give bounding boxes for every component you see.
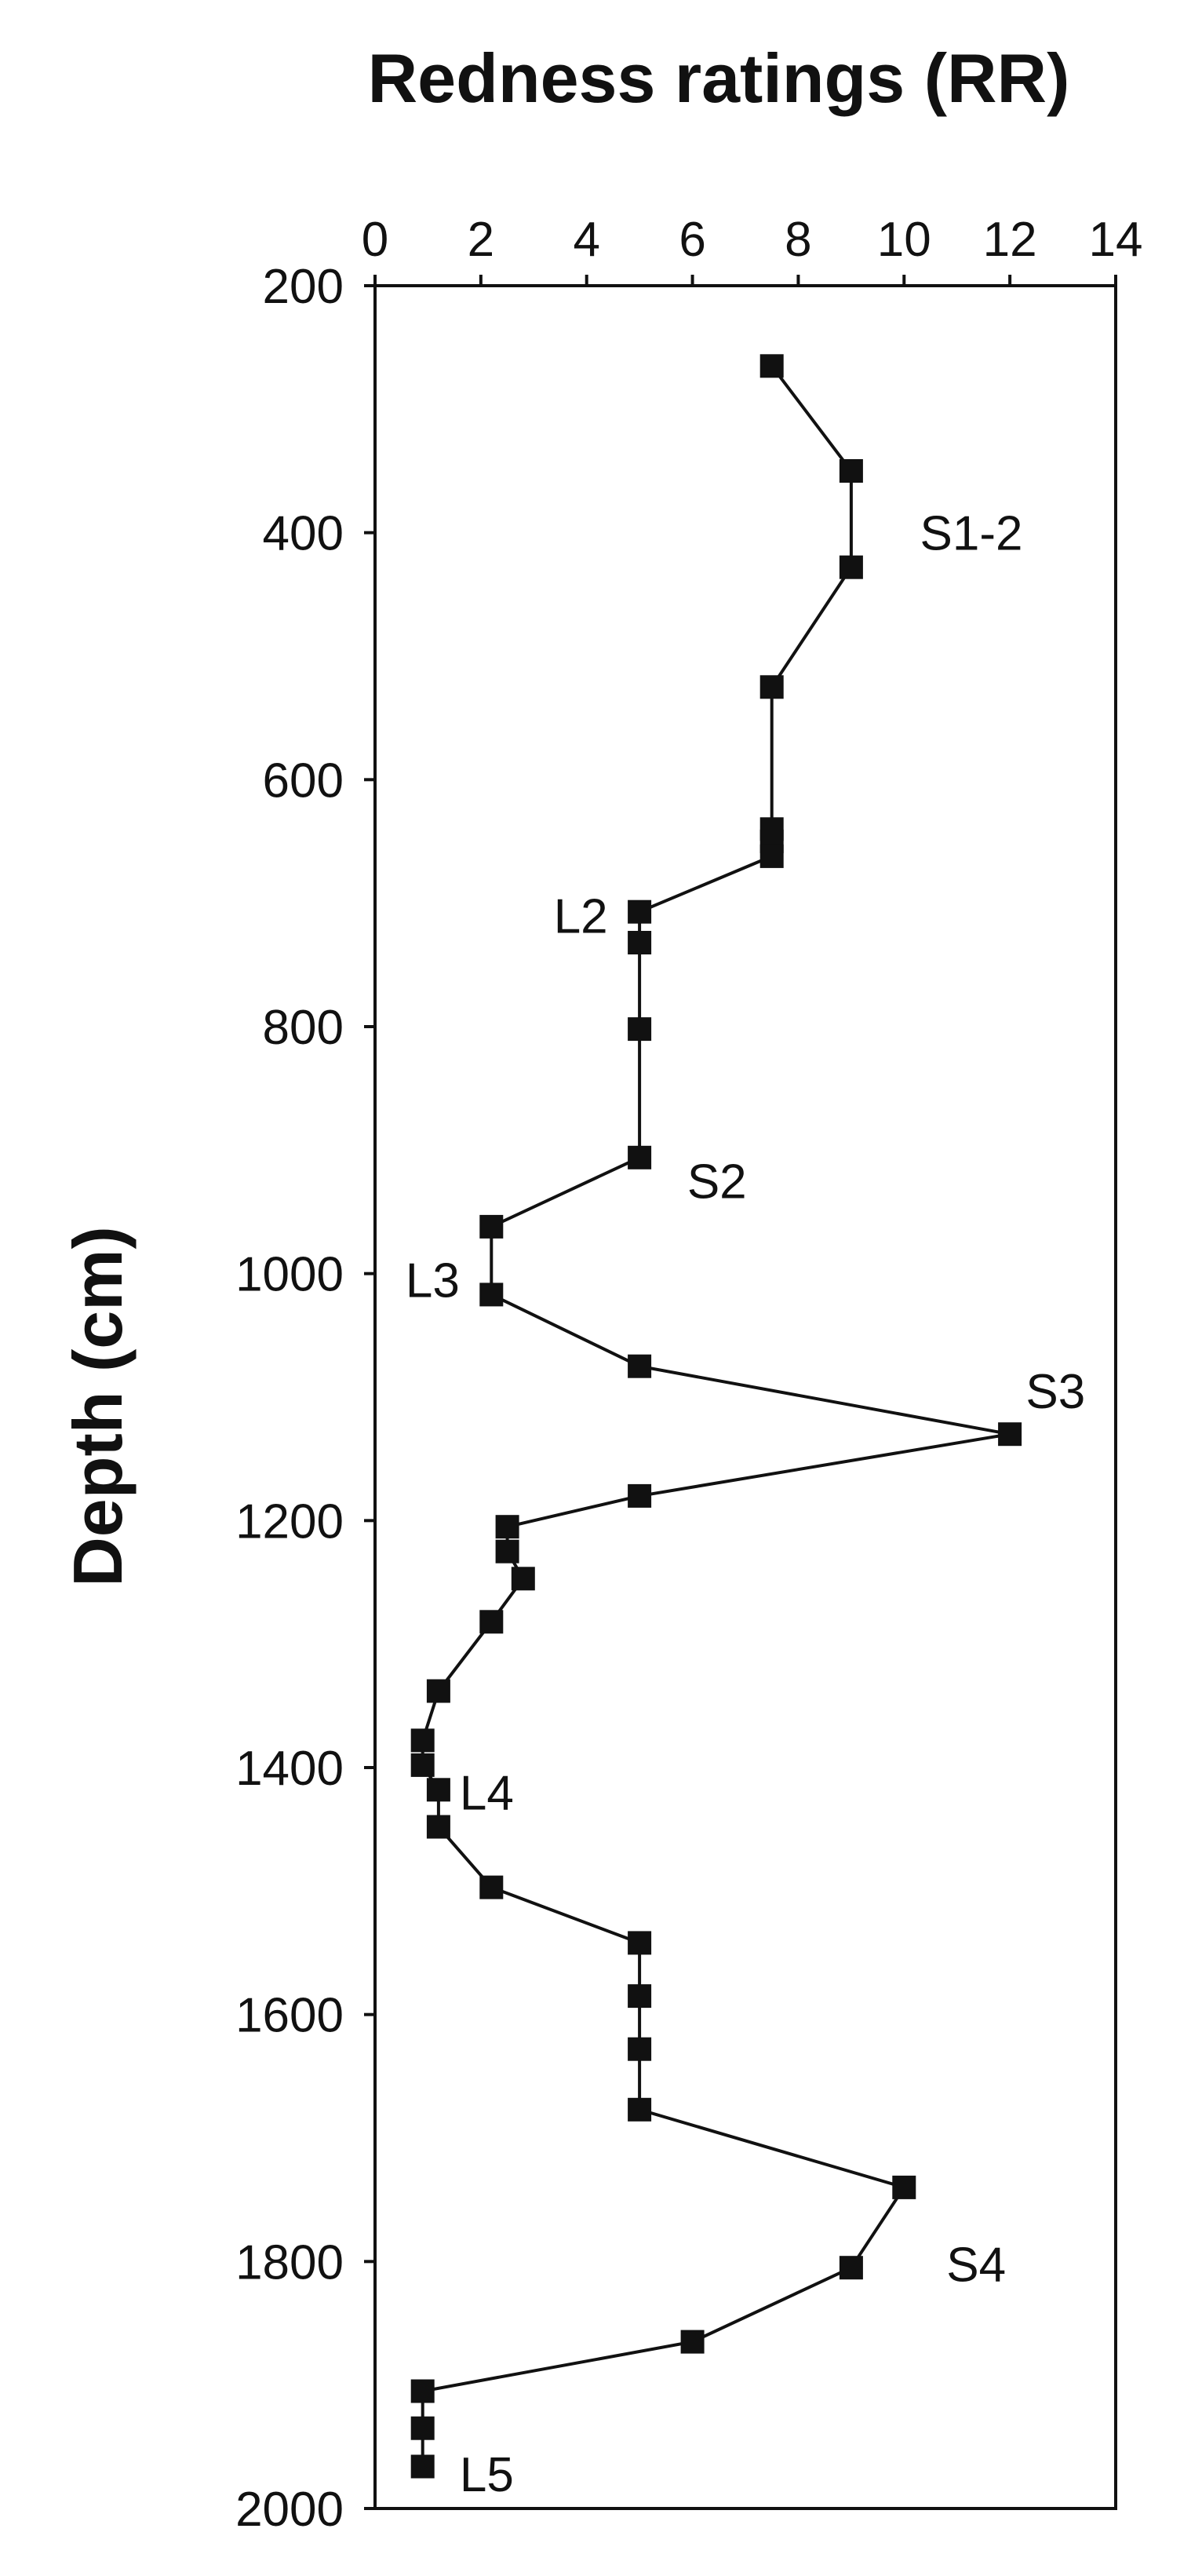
data-point-marker — [839, 459, 863, 483]
data-point-marker — [410, 2454, 435, 2479]
data-point-marker — [759, 675, 784, 699]
annotation-label: L4 — [460, 1766, 514, 1820]
annotation-label: L2 — [554, 889, 608, 943]
y-tick-label: 1400 — [235, 1742, 344, 1796]
data-point-marker — [628, 1017, 652, 1042]
data-point-marker — [479, 1610, 504, 1634]
x-tick-label: 10 — [877, 213, 931, 267]
annotation-label: S4 — [946, 2238, 1006, 2292]
annotation-label: L5 — [460, 2448, 514, 2502]
data-point-marker — [628, 1145, 652, 1169]
data-point-marker — [495, 1539, 519, 1563]
annotation-label: L3 — [406, 1254, 460, 1308]
data-point-marker — [839, 2256, 863, 2280]
data-point-marker — [998, 1422, 1022, 1447]
annotation-label: S1-2 — [920, 507, 1023, 561]
data-point-marker — [479, 1214, 504, 1239]
data-point-marker — [680, 2330, 705, 2354]
y-tick-label: 1800 — [235, 2235, 344, 2290]
y-tick-label: 200 — [263, 260, 344, 314]
x-tick-label: 2 — [468, 213, 494, 267]
x-tick-label: 14 — [1089, 213, 1143, 267]
y-tick-label: 2000 — [235, 2483, 344, 2537]
data-point-marker — [628, 1984, 652, 2009]
data-point-marker — [628, 899, 652, 924]
y-tick-label: 1200 — [235, 1494, 344, 1549]
data-point-marker — [410, 2416, 435, 2440]
data-point-marker — [759, 354, 784, 378]
data-point-marker — [426, 1778, 450, 1802]
data-point-marker — [628, 1931, 652, 1955]
data-point-marker — [410, 1753, 435, 1777]
x-tick-label: 0 — [362, 213, 388, 267]
plot-frame — [373, 284, 1117, 2510]
data-point-marker — [479, 1875, 504, 1899]
data-point-marker — [426, 1815, 450, 1839]
y-tick-label: 1600 — [235, 1989, 344, 2043]
data-point-marker — [628, 931, 652, 954]
x-tick-label: 8 — [785, 213, 811, 267]
data-point-marker — [628, 2097, 652, 2122]
data-series — [410, 354, 1022, 2479]
annotation-label: S2 — [687, 1155, 747, 1210]
data-point-marker — [759, 844, 784, 868]
data-point-marker — [628, 1483, 652, 1508]
annotations: S1-2 L2 S2 L3 S3 L4 S4 L5 — [406, 507, 1085, 2502]
data-point-marker — [628, 1354, 652, 1378]
data-point-marker — [628, 2037, 652, 2061]
y-tick-label: 800 — [263, 1001, 344, 1055]
annotation-label: S3 — [1025, 1365, 1085, 1419]
x-tick-label: 12 — [983, 213, 1037, 267]
data-point-marker — [479, 1283, 504, 1307]
data-point-marker — [511, 1567, 535, 1591]
x-tick-label: 6 — [679, 213, 705, 267]
y-axis-title: Depth (cm) — [59, 1226, 137, 1587]
data-point-marker — [495, 1515, 519, 1539]
data-point-marker — [410, 1728, 435, 1753]
data-point-marker — [892, 2175, 916, 2199]
y-tick-label: 600 — [263, 753, 344, 808]
data-point-marker — [426, 1679, 450, 1703]
x-axis-title: Redness ratings (RR) — [368, 39, 1070, 117]
axis-ticks: 0 2 4 6 8 10 12 14 200 400 600 800 1000 1200 1400 1600 1… — [235, 213, 1142, 2537]
data-point-marker — [839, 555, 863, 579]
x-tick-label: 4 — [573, 213, 599, 267]
y-tick-label: 400 — [263, 507, 344, 561]
data-point-marker — [410, 2379, 435, 2403]
y-tick-label: 1000 — [235, 1248, 344, 1302]
